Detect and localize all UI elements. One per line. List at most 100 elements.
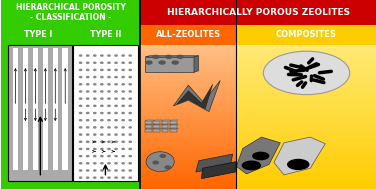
Polygon shape (153, 128, 162, 129)
Bar (237, 72, 376, 74)
Bar (140, 166, 237, 168)
Circle shape (129, 84, 131, 85)
Bar (140, 130, 237, 132)
Bar (237, 125, 376, 127)
Bar (237, 66, 376, 67)
Bar (237, 69, 376, 71)
Circle shape (108, 170, 110, 171)
Bar (140, 0, 376, 25)
Bar (140, 87, 237, 89)
Bar (237, 143, 376, 145)
Bar (140, 148, 237, 149)
Bar (237, 58, 376, 59)
Circle shape (115, 55, 117, 56)
Bar (140, 53, 237, 54)
Bar (140, 30, 237, 31)
Circle shape (79, 91, 82, 92)
Circle shape (79, 55, 82, 56)
Bar (237, 46, 376, 48)
Bar (145, 129, 152, 132)
Bar (237, 141, 376, 143)
Circle shape (129, 91, 131, 92)
Bar (237, 151, 376, 153)
Bar (140, 136, 237, 138)
Bar (140, 63, 237, 64)
Circle shape (94, 163, 96, 164)
Circle shape (115, 163, 117, 164)
Bar (237, 112, 376, 113)
Circle shape (94, 77, 96, 78)
Bar (23, 48, 28, 170)
Polygon shape (170, 128, 179, 129)
Bar (140, 184, 237, 186)
Bar (140, 59, 237, 61)
Bar (42, 48, 48, 170)
Bar (237, 161, 376, 163)
Polygon shape (274, 137, 325, 175)
Bar (237, 56, 376, 58)
Bar (237, 117, 376, 118)
Bar (140, 117, 237, 118)
Circle shape (101, 134, 103, 135)
Circle shape (165, 166, 170, 169)
Circle shape (79, 62, 82, 63)
Circle shape (122, 163, 124, 164)
Bar (237, 53, 376, 54)
Bar (237, 81, 376, 82)
Circle shape (122, 177, 124, 178)
Ellipse shape (146, 152, 174, 172)
Bar (145, 121, 152, 124)
Bar (140, 122, 237, 123)
Circle shape (86, 69, 89, 70)
Bar (140, 160, 237, 161)
Bar (140, 44, 237, 46)
Bar (237, 35, 376, 36)
Circle shape (79, 98, 82, 99)
Bar (237, 132, 376, 133)
Bar (237, 48, 376, 49)
Circle shape (122, 105, 124, 106)
Bar (237, 76, 376, 77)
Polygon shape (145, 56, 199, 57)
Bar (237, 97, 376, 99)
Circle shape (129, 120, 131, 121)
Bar (140, 102, 237, 104)
Bar (140, 82, 237, 84)
Circle shape (177, 55, 183, 58)
Bar (140, 108, 237, 110)
Circle shape (129, 170, 131, 171)
Circle shape (101, 170, 103, 171)
Bar (237, 105, 376, 107)
Bar (140, 25, 237, 26)
Circle shape (115, 62, 117, 63)
Circle shape (129, 105, 131, 106)
Bar (237, 148, 376, 149)
Bar (140, 94, 237, 95)
Bar (140, 163, 237, 164)
Bar (140, 182, 237, 184)
Bar (62, 48, 68, 170)
Bar (237, 79, 376, 81)
Bar (140, 168, 237, 169)
Circle shape (122, 148, 124, 149)
Bar (237, 113, 376, 115)
Circle shape (79, 148, 82, 149)
Circle shape (122, 141, 124, 142)
Bar (237, 100, 376, 102)
Bar (237, 146, 376, 148)
Circle shape (153, 161, 158, 164)
Bar (237, 135, 376, 136)
Bar (140, 156, 237, 158)
Circle shape (122, 98, 124, 99)
Bar (140, 71, 237, 72)
Bar (237, 108, 376, 110)
Bar (237, 140, 376, 141)
Bar (237, 82, 376, 84)
Bar (237, 169, 376, 171)
Circle shape (101, 141, 103, 142)
Polygon shape (162, 124, 170, 125)
Circle shape (129, 62, 131, 63)
Bar (237, 40, 376, 41)
Circle shape (86, 105, 89, 106)
Circle shape (108, 69, 110, 70)
